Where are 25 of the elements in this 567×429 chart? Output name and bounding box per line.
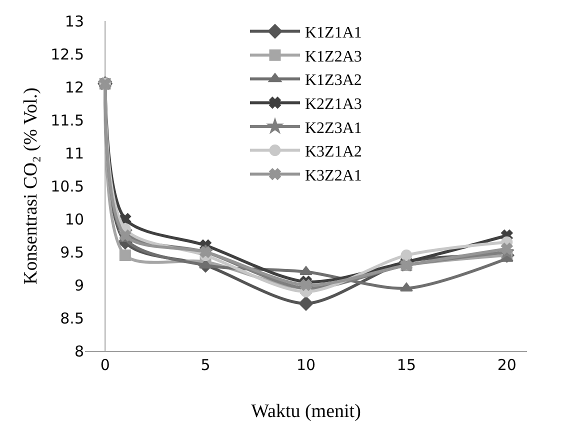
y-tick-label: 11.5 <box>50 111 84 130</box>
y-tick-label: 10.5 <box>50 177 84 196</box>
legend-label: K1Z2A3 <box>305 48 362 66</box>
x-tick-label: 15 <box>396 356 416 374</box>
x-tick-label: 0 <box>100 356 110 374</box>
y-tick-label: 10 <box>64 210 84 228</box>
legend-label: K2Z3A1 <box>305 120 362 137</box>
y-tick-label: 12 <box>64 78 84 96</box>
y-tick-label: 11 <box>64 144 84 162</box>
legend-label: K3Z2A1 <box>305 167 362 184</box>
legend-label: K1Z3A2 <box>305 72 362 90</box>
y-tick-label: 12.5 <box>50 45 84 64</box>
y-axis-title: Konsentrasi CO₂ (% Vol.) <box>20 88 42 284</box>
y-tick-label: 8.5 <box>60 309 84 328</box>
legend-label: K2Z1A3 <box>305 96 362 113</box>
x-tick-label: 5 <box>200 356 210 374</box>
legend-label: K3Z1A2 <box>305 144 362 161</box>
legend-label: K1Z1A1 <box>305 24 362 42</box>
y-tick-label: 8 <box>74 342 84 360</box>
y-tick-label: 9 <box>74 276 84 294</box>
x-tick-label: 10 <box>296 356 316 374</box>
y-tick-label: 9.5 <box>60 243 84 262</box>
x-tick-label: 20 <box>497 356 516 374</box>
y-tick-label: 13 <box>64 12 84 30</box>
x-axis-title: Waktu (menit) <box>251 400 361 422</box>
